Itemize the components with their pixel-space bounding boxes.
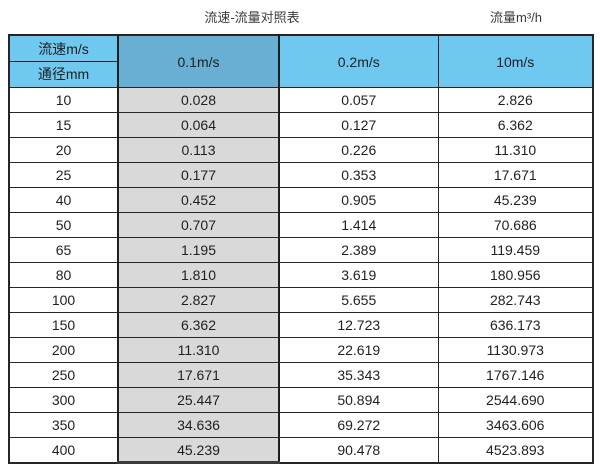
flow-value-cell: 70.686: [437, 212, 594, 238]
flow-value-cell: 50.894: [278, 387, 439, 413]
table-row: 25 0.177 0.353 17.671: [8, 162, 594, 188]
flow-value-cell: 1.810: [117, 262, 280, 288]
diameter-cell: 300: [8, 387, 119, 413]
header-row: 流速m/s 通径mm 0.1m/s 0.2m/s 10m/s: [8, 34, 594, 88]
flow-value-cell: 22.619: [278, 337, 439, 363]
flow-value-cell: 34.636: [117, 412, 280, 438]
flow-value-cell: 3.619: [278, 262, 439, 288]
flow-value-cell: 0.353: [278, 162, 439, 188]
column-header-10ms: 10m/s: [437, 34, 594, 88]
velocity-header-label: 流速m/s: [10, 36, 117, 62]
flow-value-cell: 2.826: [437, 87, 594, 113]
flow-value-cell: 35.343: [278, 362, 439, 388]
diameter-cell: 65: [8, 237, 119, 263]
flow-value-cell: 17.671: [117, 362, 280, 388]
title-bar: 流速-流量对照表 流量m³/h: [0, 0, 600, 34]
table-row: 80 1.810 3.619 180.956: [8, 262, 594, 288]
table-row: 20 0.113 0.226 11.310: [8, 137, 594, 163]
flow-value-cell: 6.362: [117, 312, 280, 338]
flow-value-cell: 5.655: [278, 287, 439, 313]
flow-value-cell: 25.447: [117, 387, 280, 413]
diameter-cell: 400: [8, 437, 119, 463]
flow-rate-table: 流速m/s 通径mm 0.1m/s 0.2m/s 10m/s 10 0.028 0.…: [8, 34, 594, 464]
corner-header-cell: 流速m/s 通径mm: [8, 34, 119, 88]
table-row: 50 0.707 1.414 70.686: [8, 212, 594, 238]
diameter-cell: 25: [8, 162, 119, 188]
table-row: 350 34.636 69.272 3463.606: [8, 412, 594, 438]
table-row: 150 6.362 12.723 636.173: [8, 312, 594, 338]
flow-value-cell: 1.414: [278, 212, 439, 238]
flow-value-cell: 45.239: [117, 437, 280, 464]
table-row: 15 0.064 0.127 6.362: [8, 112, 594, 138]
column-header-0.2ms: 0.2m/s: [278, 34, 439, 88]
flow-value-cell: 45.239: [437, 187, 594, 213]
diameter-cell: 50: [8, 212, 119, 238]
flow-value-cell: 0.028: [117, 87, 280, 113]
table-row: 300 25.447 50.894 2544.690: [8, 387, 594, 413]
flow-value-cell: 636.173: [437, 312, 594, 338]
flow-value-cell: 17.671: [437, 162, 594, 188]
flow-value-cell: 2544.690: [437, 387, 594, 413]
flow-value-cell: 119.459: [437, 237, 594, 263]
flow-value-cell: 1.195: [117, 237, 280, 263]
table-row: 10 0.028 0.057 2.826: [8, 87, 594, 113]
flow-value-cell: 0.113: [117, 137, 280, 163]
flow-value-cell: 6.362: [437, 112, 594, 138]
flow-value-cell: 90.478: [278, 437, 439, 463]
table-row: 250 17.671 35.343 1767.146: [8, 362, 594, 388]
diameter-cell: 350: [8, 412, 119, 438]
flow-value-cell: 0.905: [278, 187, 439, 213]
table-row: 40 0.452 0.905 45.239: [8, 187, 594, 213]
diameter-cell: 100: [8, 287, 119, 313]
flow-value-cell: 180.956: [437, 262, 594, 288]
table-title: 流速-流量对照表: [204, 10, 300, 25]
flow-value-cell: 0.177: [117, 162, 280, 188]
diameter-cell: 10: [8, 87, 119, 113]
table-row: 65 1.195 2.389 119.459: [8, 237, 594, 263]
table-row: 100 2.827 5.655 282.743: [8, 287, 594, 313]
flow-value-cell: 1130.973: [437, 337, 594, 363]
flow-value-cell: 0.452: [117, 187, 280, 213]
flow-value-cell: 12.723: [278, 312, 439, 338]
diameter-cell: 200: [8, 337, 119, 363]
flow-value-cell: 2.827: [117, 287, 280, 313]
diameter-cell: 20: [8, 137, 119, 163]
diameter-cell: 15: [8, 112, 119, 138]
diameter-cell: 40: [8, 187, 119, 213]
flow-value-cell: 11.310: [117, 337, 280, 363]
flow-value-cell: 3463.606: [437, 412, 594, 438]
column-header-0.1ms: 0.1m/s: [117, 34, 280, 88]
flow-unit-label: 流量m³/h: [489, 10, 543, 25]
flow-value-cell: 0.226: [278, 137, 439, 163]
flow-value-cell: 0.057: [278, 87, 439, 113]
diameter-cell: 80: [8, 262, 119, 288]
flow-value-cell: 4523.893: [437, 437, 594, 463]
diameter-cell: 250: [8, 362, 119, 388]
flow-value-cell: 282.743: [437, 287, 594, 313]
flow-value-cell: 1767.146: [437, 362, 594, 388]
diameter-cell: 150: [8, 312, 119, 338]
flow-value-cell: 69.272: [278, 412, 439, 438]
table-body: 10 0.028 0.057 2.826 15 0.064 0.127 6.362 20 0.11…: [8, 87, 594, 464]
diameter-header-label: 通径mm: [37, 66, 90, 82]
flow-value-cell: 0.127: [278, 112, 439, 138]
table-row: 200 11.310 22.619 1130.973: [8, 337, 594, 363]
flow-value-cell: 2.389: [278, 237, 439, 263]
flow-value-cell: 0.064: [117, 112, 280, 138]
flow-value-cell: 0.707: [117, 212, 280, 238]
table-row: 400 45.239 90.478 4523.893: [8, 437, 594, 464]
flow-value-cell: 11.310: [437, 137, 594, 163]
